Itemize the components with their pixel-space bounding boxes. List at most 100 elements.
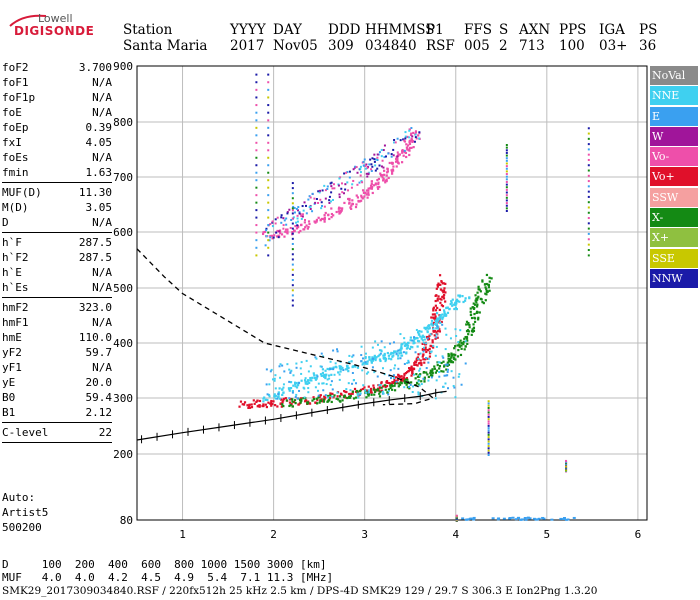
trace-point	[430, 376, 433, 379]
trace-point	[377, 177, 380, 181]
trace-point	[465, 323, 468, 326]
trace-point	[426, 357, 429, 360]
trace-point	[321, 382, 324, 385]
trace-point	[248, 403, 251, 406]
trace-point	[435, 323, 438, 326]
trace-point	[330, 212, 334, 216]
trace-point	[286, 211, 289, 214]
trace-point	[295, 227, 299, 230]
trace-point	[364, 355, 367, 358]
trace-point	[385, 179, 388, 183]
trace-point	[406, 371, 409, 374]
trace-point	[376, 187, 380, 190]
param-row: h`F2 287.5	[2, 250, 112, 265]
trace-point	[451, 353, 454, 356]
trace-point	[324, 373, 327, 376]
trace-point	[275, 231, 278, 234]
trace-point	[262, 400, 265, 403]
trace-point	[265, 235, 268, 238]
trace-point	[258, 399, 262, 403]
trace-point	[422, 350, 425, 353]
trace-point	[267, 393, 271, 397]
trace-point	[366, 175, 369, 178]
trace-point	[307, 391, 310, 394]
trace-point	[434, 304, 437, 307]
noise-point	[505, 196, 508, 199]
trace-point	[386, 167, 389, 170]
trace-point	[450, 356, 453, 359]
trace-point	[342, 369, 345, 372]
trace-point	[461, 294, 464, 298]
trace-point	[444, 300, 447, 303]
trace-point	[389, 342, 392, 345]
trace-point	[473, 317, 477, 320]
trace-point	[327, 394, 330, 398]
trace-point	[328, 377, 331, 380]
trace-point	[332, 349, 335, 352]
trace-point	[407, 359, 410, 362]
noise-point	[587, 127, 590, 130]
trace-point	[289, 403, 292, 407]
trace-point	[297, 226, 300, 229]
trace-point	[444, 348, 447, 351]
param-row: hmF2 323.0	[2, 300, 112, 315]
trace-point	[427, 357, 430, 360]
param-value: 3.05	[85, 201, 113, 214]
trace-point	[372, 386, 375, 389]
trace-point	[346, 368, 349, 371]
trace-point	[382, 149, 385, 152]
trace-point	[276, 216, 279, 219]
trace-point	[430, 345, 433, 348]
trace-point	[402, 138, 405, 141]
trace-point	[331, 198, 334, 201]
trace-point	[367, 391, 370, 394]
noise-point	[255, 149, 258, 152]
trace-point	[450, 352, 453, 355]
trace-point	[458, 345, 461, 348]
trace-point	[447, 357, 450, 360]
trace-point	[444, 327, 447, 330]
legend-item-ssw: SSW	[650, 187, 698, 207]
trace-point	[337, 210, 341, 213]
trace-point	[308, 195, 311, 198]
noise-point	[505, 194, 508, 197]
noise-point	[487, 445, 490, 448]
trace-point	[299, 401, 302, 404]
trace-point	[412, 340, 415, 343]
param-value: 3.700	[78, 61, 112, 74]
trace-point	[278, 365, 281, 368]
noise-point	[255, 224, 258, 227]
noise-point	[487, 402, 490, 405]
header-label-10: IGA	[599, 22, 625, 38]
noise-point	[291, 299, 294, 302]
trace-point	[413, 361, 416, 365]
polarization-legend: NoVal NNE E W Vo- Vo+ SSW X- X+ SSE NNW	[650, 66, 698, 289]
trace-point	[345, 390, 348, 394]
noise-point	[291, 248, 294, 251]
trace-point	[282, 397, 285, 400]
trace-point	[304, 382, 307, 385]
trace-point	[291, 209, 294, 212]
trace-point	[397, 354, 400, 357]
trace-point	[393, 367, 396, 370]
trace-point	[273, 395, 276, 398]
trace-point	[303, 201, 306, 204]
trace-point	[295, 393, 298, 396]
trace-point	[383, 144, 386, 147]
trace-point	[304, 226, 307, 229]
trace-point	[439, 316, 442, 319]
trace-point	[441, 323, 444, 326]
trace-point	[330, 216, 333, 219]
trace-point	[378, 164, 381, 167]
trace-point	[453, 386, 456, 389]
trace-point	[336, 391, 339, 394]
trace-point	[306, 227, 309, 230]
trace-point	[376, 153, 379, 156]
trace-point	[328, 397, 332, 400]
trace-point	[380, 165, 383, 168]
trace-point	[438, 370, 441, 373]
trace-point	[404, 372, 407, 375]
trace-point	[420, 362, 423, 365]
param-value: N/A	[92, 216, 112, 229]
trace-point	[409, 336, 412, 339]
